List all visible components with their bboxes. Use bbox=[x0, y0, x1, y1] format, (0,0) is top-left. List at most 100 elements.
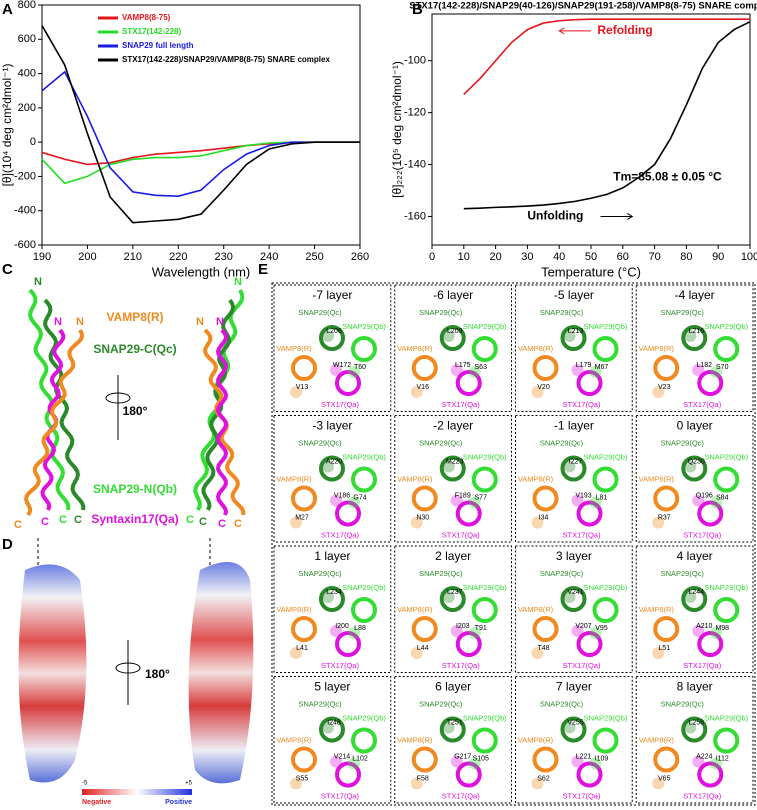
residue-label: R37 bbox=[658, 514, 671, 521]
x-tick-label: 90 bbox=[712, 251, 724, 263]
x-tick-label: 240 bbox=[260, 251, 278, 263]
residue-label: S77 bbox=[475, 494, 488, 501]
layer-title: -7 layer bbox=[312, 288, 352, 302]
helix-ring bbox=[576, 631, 603, 657]
residue-sphere bbox=[589, 366, 602, 378]
residue-sphere bbox=[710, 757, 723, 770]
residue-label: I203 bbox=[456, 623, 470, 630]
residue-sphere bbox=[468, 366, 481, 378]
helix-ring bbox=[291, 616, 317, 642]
arrow bbox=[600, 213, 634, 220]
helix-ring bbox=[351, 597, 377, 623]
y-tick-label: -400 bbox=[14, 205, 36, 217]
chain-label: STX17(Qa) bbox=[321, 400, 359, 409]
chain-label: VAMP8(R) bbox=[518, 605, 554, 614]
helix bbox=[43, 298, 86, 511]
chain-label: SNAP29(Qc) bbox=[661, 699, 705, 708]
x-tick-label: 40 bbox=[553, 251, 565, 263]
helix-ring bbox=[532, 485, 559, 512]
helix-end: C bbox=[186, 514, 194, 526]
helix-ring bbox=[653, 746, 680, 773]
surface bbox=[18, 564, 87, 783]
residue-label: Q230 bbox=[688, 458, 705, 465]
helix-ring bbox=[681, 325, 708, 351]
residue-sphere bbox=[410, 777, 423, 790]
layer-title: 1 layer bbox=[314, 549, 350, 563]
colorbar-label: +5 bbox=[185, 781, 193, 787]
series-line bbox=[463, 18, 750, 96]
layer-cell bbox=[635, 284, 754, 412]
residue-label: T91 bbox=[475, 625, 487, 632]
chain-label: SNAP29(Qc) bbox=[540, 308, 584, 317]
chain-label: SNAP29(Qc) bbox=[540, 438, 584, 447]
layer-title: 5 layer bbox=[314, 680, 350, 694]
chart-title: STX17(142-228)/SNAP29(40-126)/SNAP29(191… bbox=[409, 1, 757, 12]
helix-ring bbox=[653, 616, 680, 642]
residue-label: I109 bbox=[595, 755, 609, 762]
bundle-label: Syntaxin17(Qa) bbox=[91, 512, 178, 526]
helix-end: N bbox=[234, 276, 242, 288]
layer-cell bbox=[515, 545, 633, 673]
residue-sphere bbox=[290, 386, 302, 398]
panel-label: E bbox=[258, 261, 268, 278]
helix-ring bbox=[335, 500, 361, 527]
residue-sphere bbox=[652, 516, 665, 529]
helix-ring bbox=[291, 485, 317, 512]
residue-label: L41 bbox=[296, 645, 308, 652]
chain-label: SNAP29(Qc) bbox=[419, 569, 463, 578]
helix-ring bbox=[411, 746, 438, 773]
chain-label: STX17(Qa) bbox=[321, 661, 359, 670]
series-line bbox=[41, 70, 360, 197]
y-axis-label: [θ](10⁴ deg cm²dmol⁻¹) bbox=[0, 64, 14, 187]
helix-ring bbox=[560, 455, 587, 482]
layer-cell bbox=[273, 415, 392, 543]
helix-ring bbox=[592, 336, 619, 362]
chain-label: VAMP8(R) bbox=[639, 605, 675, 614]
helix-ring bbox=[681, 455, 708, 482]
helix-end: N bbox=[196, 316, 204, 328]
grid-frame bbox=[271, 282, 756, 806]
residue-sphere bbox=[330, 755, 342, 768]
x-tick-label: 250 bbox=[305, 251, 323, 263]
chain-label: SNAP29(Qb) bbox=[463, 713, 507, 722]
helix-ring bbox=[713, 336, 740, 362]
layer-title: -6 layer bbox=[433, 288, 473, 302]
residue-label: L258 bbox=[688, 719, 704, 726]
y-tick-label: -200 bbox=[14, 170, 36, 182]
layer-title: -1 layer bbox=[554, 419, 594, 433]
x-tick-label: 50 bbox=[585, 251, 597, 263]
residue-label: S105 bbox=[473, 755, 489, 762]
helix-end: N bbox=[54, 316, 62, 328]
chain-label: SNAP29(Qb) bbox=[342, 583, 386, 592]
residue-label: L221 bbox=[576, 753, 592, 760]
chain-label: SNAP29(Qb) bbox=[463, 452, 507, 461]
helix-ring bbox=[335, 370, 361, 396]
chain-label: STX17(Qa) bbox=[683, 530, 721, 539]
chain-label: SNAP29(Qc) bbox=[298, 699, 342, 708]
residue-label: V186 bbox=[334, 492, 350, 499]
helix-ring bbox=[576, 500, 603, 527]
residue-sphere bbox=[290, 516, 302, 529]
chain-label: VAMP8(R) bbox=[518, 735, 554, 744]
layer-cell bbox=[394, 676, 512, 804]
residue-label: L244 bbox=[688, 589, 704, 596]
chain-label: STX17(Qa) bbox=[563, 791, 601, 800]
helix-ring bbox=[576, 761, 603, 788]
chain-label: SNAP29(Qb) bbox=[463, 583, 507, 592]
residue-label: L175 bbox=[455, 362, 471, 369]
layer-cell bbox=[394, 284, 512, 412]
helix-ring bbox=[560, 325, 587, 351]
residue-sphere bbox=[410, 386, 423, 398]
annotation: Unfolding bbox=[527, 209, 583, 223]
helix-ring bbox=[471, 466, 498, 493]
chain-label: SNAP29(Qb) bbox=[342, 452, 386, 461]
chain-label: SNAP29(Qb) bbox=[584, 452, 628, 461]
y-tick-label: 200 bbox=[18, 102, 36, 114]
helix-ring bbox=[439, 586, 466, 612]
helix-ring bbox=[471, 597, 498, 623]
residue-label: L206 bbox=[326, 328, 342, 335]
helix-end: N bbox=[216, 316, 224, 328]
helix-ring bbox=[681, 716, 708, 743]
plot-frame bbox=[431, 13, 751, 246]
